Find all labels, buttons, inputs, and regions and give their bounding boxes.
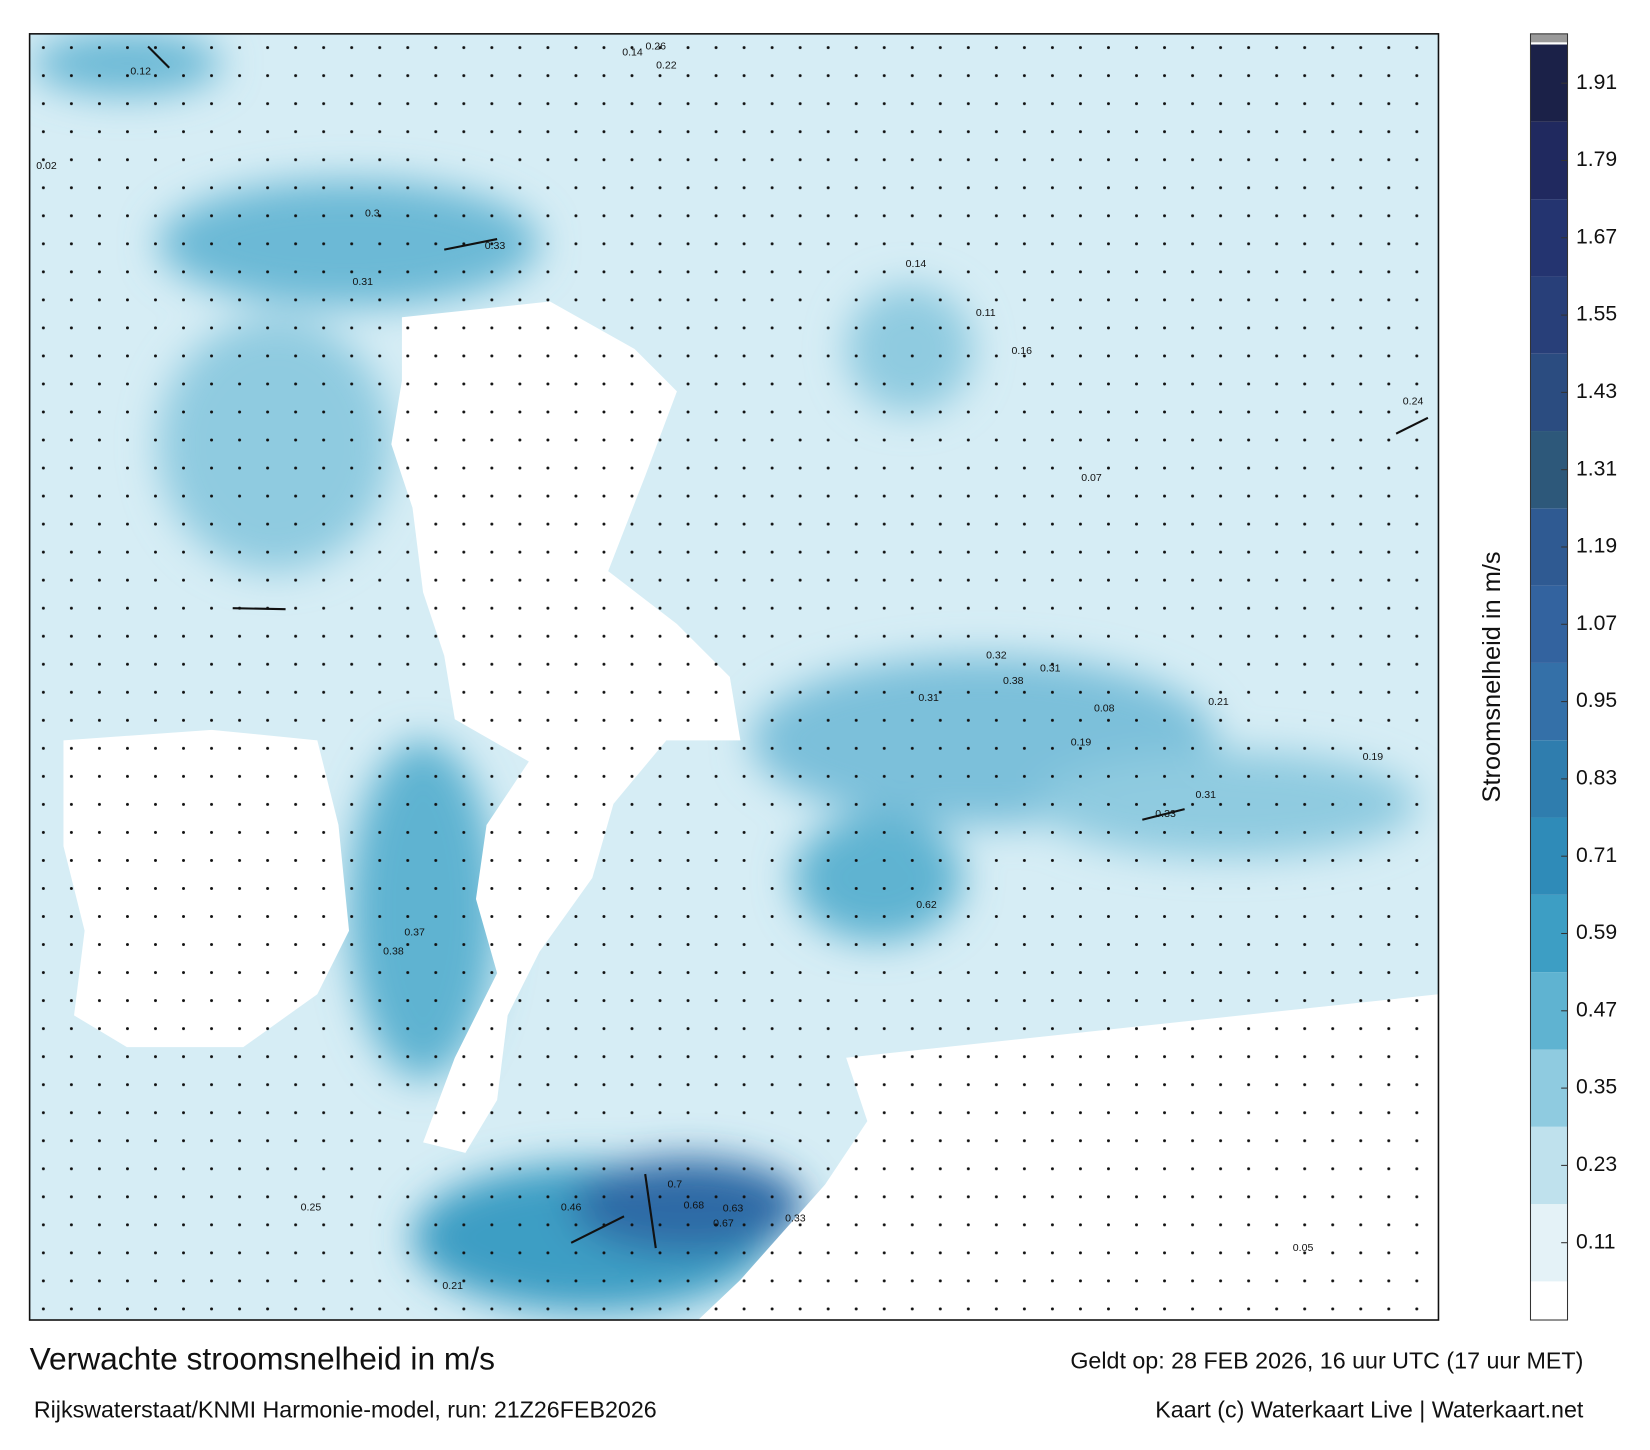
speed-label: 0.22 xyxy=(656,59,677,71)
colorbar-tick-label: 1.07 xyxy=(1576,612,1617,635)
speed-label: 0.14 xyxy=(906,258,927,270)
content: 0.260.140.220.30.330.310.140.110.160.070… xyxy=(28,33,1617,1422)
speed-label: 0.31 xyxy=(1195,789,1216,801)
speed-label: 0.46 xyxy=(561,1202,582,1214)
colorbar-tick-label: 1.31 xyxy=(1576,457,1617,480)
current-arrows xyxy=(147,45,1429,1249)
colorbar-tick-label: 0.59 xyxy=(1576,921,1617,944)
speed-label: 0.38 xyxy=(1003,675,1024,687)
speed-label: 0.67 xyxy=(713,1218,734,1230)
speed-label: 0.26 xyxy=(645,40,666,52)
colorbar-tick-label: 1.79 xyxy=(1576,148,1617,171)
vector-grid xyxy=(29,33,1439,1321)
colorbar-label: Stroomsnelheid in m/s xyxy=(1478,551,1506,802)
speed-label: 0.68 xyxy=(684,1200,705,1212)
colorbar-tick-label: 0.35 xyxy=(1576,1076,1617,1099)
speed-label: 0.33 xyxy=(485,240,506,252)
speed-label: 0.38 xyxy=(383,946,404,958)
speed-label: 0.24 xyxy=(1403,396,1424,408)
map-subtitle: Rijkswaterstaat/KNMI Harmonie-model, run… xyxy=(34,1396,657,1422)
speed-label: 0.14 xyxy=(622,47,643,59)
valid-time: Geldt op: 28 FEB 2026, 16 uur UTC (17 uu… xyxy=(1070,1348,1583,1374)
speed-label: 0.02 xyxy=(36,160,57,172)
map-frame xyxy=(28,33,1440,1321)
speed-labels: 0.260.140.220.30.330.310.140.110.160.070… xyxy=(36,40,1423,1292)
speed-label: 0.37 xyxy=(404,927,425,939)
speed-label: 0.08 xyxy=(1094,702,1115,714)
colorbar-tick-label: 1.55 xyxy=(1576,303,1617,326)
colorbar-tick-label: 1.67 xyxy=(1576,225,1617,248)
colorbar-cap xyxy=(1530,33,1568,43)
speed-label: 0.19 xyxy=(1363,751,1384,763)
speed-label: 0.33 xyxy=(785,1212,806,1224)
colorbar-tick-label: 0.83 xyxy=(1576,766,1617,789)
speed-label: 0.19 xyxy=(1071,736,1092,748)
credit: Kaart (c) Waterkaart Live | Waterkaart.n… xyxy=(1155,1396,1584,1422)
map-field: 0.260.140.220.30.330.310.140.110.160.070… xyxy=(29,33,1439,1321)
speed-label: 0.32 xyxy=(986,650,1007,662)
speed-label: 0.21 xyxy=(1208,696,1229,708)
colorbar-tick-label: 1.43 xyxy=(1576,380,1617,403)
colorbar-tick-label: 1.19 xyxy=(1576,535,1617,558)
colorbar-tick-label: 0.23 xyxy=(1576,1153,1617,1176)
colorbar-tick-label: 0.47 xyxy=(1576,998,1617,1021)
colorbar-tick-label: 0.95 xyxy=(1576,689,1617,712)
speed-label: 0.3 xyxy=(365,207,380,219)
speed-label: 0.05 xyxy=(1293,1242,1314,1254)
speed-label: 0.11 xyxy=(976,307,996,319)
colorbar-frame xyxy=(1529,33,1569,1321)
speed-label: 0.63 xyxy=(723,1203,744,1215)
speed-label: 0.21 xyxy=(442,1280,463,1292)
colorbar-tick-label: 0.11 xyxy=(1576,1230,1616,1253)
colorbar-tick-label: 1.91 xyxy=(1576,71,1617,94)
speed-label: 0.31 xyxy=(353,276,374,288)
speed-label: 0.31 xyxy=(1040,662,1061,674)
speed-label: 0.25 xyxy=(301,1202,322,1214)
speed-label: 0.16 xyxy=(1011,345,1032,357)
speed-label: 0.33 xyxy=(1155,808,1176,820)
speed-label: 0.12 xyxy=(130,66,151,78)
colorbar: 0.11 0.23 0.35 0.47 0.59 0.71 0.83 0.95 1.07 1.19… xyxy=(1529,33,1617,1321)
speed-label: 0.07 xyxy=(1081,472,1102,484)
speed-label: 0.7 xyxy=(667,1178,682,1190)
map-title: Verwachte stroomsnelheid in m/s xyxy=(30,1341,495,1377)
colorbar-tick-label: 0.71 xyxy=(1576,844,1617,867)
speed-label: 0.31 xyxy=(918,692,939,704)
speed-label: 0.62 xyxy=(916,899,937,911)
